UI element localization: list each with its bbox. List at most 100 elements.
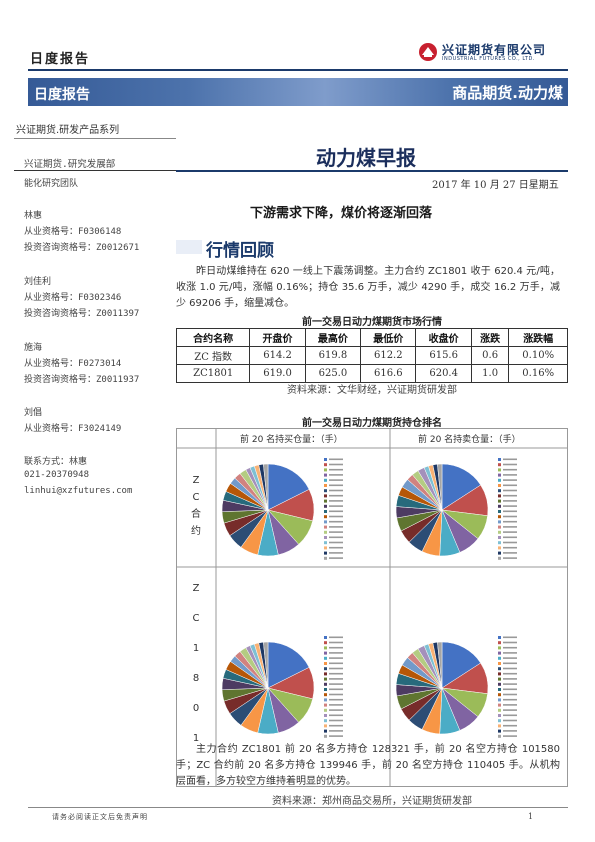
legend-entry xyxy=(329,531,343,533)
legend-entry xyxy=(503,510,517,513)
legend-entry xyxy=(503,520,517,523)
legend-swatch xyxy=(324,662,327,665)
legend-swatch xyxy=(324,536,327,539)
legend-swatch xyxy=(498,667,501,671)
legend-entry xyxy=(329,662,343,665)
legend-entry xyxy=(329,510,343,513)
legend-swatch xyxy=(498,536,501,539)
legend-swatch xyxy=(324,636,327,639)
headline: 下游需求下降，煤价将逐渐回落 xyxy=(250,206,433,221)
legend-entry xyxy=(503,552,517,554)
legend-entry xyxy=(329,698,343,701)
legend-entry xyxy=(503,458,517,461)
table-header: 最高价 xyxy=(304,328,362,347)
legend-swatch xyxy=(498,651,501,655)
legend-entry xyxy=(503,683,517,685)
legend-swatch xyxy=(498,636,501,639)
pie-slice xyxy=(441,641,481,689)
contact-email[interactable]: linhui@xzfutures.com xyxy=(24,486,133,496)
legend-swatch xyxy=(324,703,327,707)
legend-swatch xyxy=(498,677,501,681)
table-header: 开盘价 xyxy=(249,328,306,347)
legend-entry xyxy=(329,735,343,737)
row-label-char: 0 xyxy=(192,703,200,714)
legend-entry xyxy=(329,468,343,471)
row-label-zc1801: Z C 1 8 0 1 xyxy=(186,574,206,754)
table-source: 资料来源：文华财经，兴证期货研发部 xyxy=(287,385,457,396)
legend-entry xyxy=(503,641,517,644)
legend-swatch xyxy=(324,688,327,691)
pie-slice xyxy=(441,463,481,511)
legend-swatch xyxy=(324,473,327,477)
legend-swatch xyxy=(498,499,501,503)
legend-swatch xyxy=(324,484,327,487)
page-title: 动力煤早报 xyxy=(316,146,416,170)
legend-swatch xyxy=(498,703,501,707)
legend-entry xyxy=(329,474,343,476)
legend-entry xyxy=(329,541,343,544)
market-review-paragraph: 昨日动煤维持在 620 一线上下震荡调整。主力合约 ZC1801 收于 620.… xyxy=(176,266,560,309)
section-marker-icon xyxy=(176,240,202,254)
table-cell: 0.10% xyxy=(508,346,568,365)
table-cell: 0.6 xyxy=(470,346,510,365)
legend-swatch xyxy=(324,714,327,717)
legend-swatch xyxy=(324,698,327,702)
table-header-row: 合约名称 开盘价 最高价 最低价 收盘价 涨跌 涨跌幅 xyxy=(175,328,568,347)
header-banner xyxy=(28,78,568,106)
footer-divider xyxy=(28,807,568,808)
table-cell: 619.0 xyxy=(249,364,306,383)
table-header: 收盘价 xyxy=(415,328,472,347)
legend-entry xyxy=(503,546,517,549)
legend-entry xyxy=(503,531,517,533)
contact-label: 联系方式：林惠 xyxy=(24,457,88,467)
legend-entry xyxy=(503,704,517,706)
legend-entry xyxy=(329,458,343,461)
legend-entry xyxy=(503,688,517,691)
legend-entry xyxy=(329,552,343,554)
legend-swatch xyxy=(324,468,327,472)
legend-entry xyxy=(329,546,343,549)
legend-entry xyxy=(329,484,343,487)
legend-swatch xyxy=(498,541,501,545)
analyst-license: 投资咨询资格号：Z0011397 xyxy=(24,309,140,319)
table-row: ZC 指数 614.2 619.8 612.2 615.6 0.6 0.10% xyxy=(175,346,568,365)
banner-report-type: 日度报告 xyxy=(34,87,90,103)
legend-swatch xyxy=(324,458,327,461)
legend-entry xyxy=(503,652,517,654)
analyst-name: 施海 xyxy=(24,343,43,353)
legend-entry xyxy=(329,683,343,685)
table-cell: 616.6 xyxy=(360,364,417,383)
legend-entry xyxy=(503,714,517,717)
legend-entry xyxy=(329,463,343,466)
legend-swatch xyxy=(498,734,501,738)
disclaimer-note: 请务必阅读正文后免责声明 xyxy=(52,813,148,821)
position-ranking-figure xyxy=(176,428,568,787)
sidebar-divider xyxy=(14,170,176,171)
legend-swatch xyxy=(498,672,501,676)
legend-entry xyxy=(503,541,517,544)
legend-entry xyxy=(329,667,343,670)
legend-swatch xyxy=(324,530,327,534)
report-type-label: 日度报告 xyxy=(30,52,91,67)
legend-entry xyxy=(503,730,517,732)
legend-swatch xyxy=(498,546,501,550)
legend-entry xyxy=(503,698,517,701)
legend-swatch xyxy=(324,463,327,467)
table-header: 涨跌 xyxy=(470,328,510,347)
legend-swatch xyxy=(498,698,501,702)
legend-swatch xyxy=(498,656,501,660)
legend-entry xyxy=(503,505,517,507)
title-divider xyxy=(176,170,568,172)
legend-swatch xyxy=(498,494,501,498)
legend-entry xyxy=(503,494,517,497)
legend-swatch xyxy=(324,520,327,524)
table-cell: 612.2 xyxy=(360,346,417,365)
legend-entry xyxy=(329,719,343,722)
row-label-char: 8 xyxy=(192,673,200,684)
legend-entry xyxy=(503,667,517,670)
row-label-char: Z xyxy=(192,475,200,486)
legend-entry xyxy=(329,657,343,659)
table-cell: 620.4 xyxy=(415,364,472,383)
row-label-char: Z xyxy=(192,583,200,594)
legend-swatch xyxy=(324,719,327,723)
